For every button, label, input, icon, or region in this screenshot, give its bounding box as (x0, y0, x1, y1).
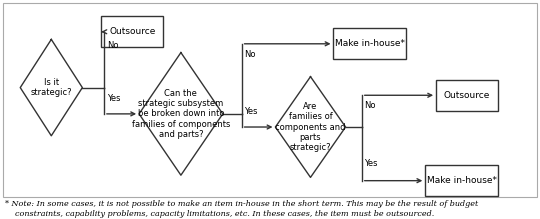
Polygon shape (21, 39, 82, 136)
FancyBboxPatch shape (436, 80, 498, 111)
Polygon shape (139, 53, 223, 175)
Text: Outsource: Outsource (444, 91, 490, 100)
Text: Outsource: Outsource (109, 27, 156, 36)
FancyBboxPatch shape (426, 165, 498, 196)
Text: Make in-house*: Make in-house* (335, 39, 405, 48)
FancyBboxPatch shape (334, 28, 407, 59)
Text: Make in-house*: Make in-house* (427, 176, 497, 185)
FancyBboxPatch shape (102, 16, 163, 47)
Text: Yes: Yes (244, 107, 258, 116)
Text: * Note: In some cases, it is not possible to make an item in-house in the short : * Note: In some cases, it is not possibl… (5, 200, 478, 208)
Text: Are
families of
components and
parts
strategic?: Are families of components and parts str… (275, 102, 346, 152)
Text: No: No (244, 50, 256, 59)
Text: Yes: Yes (364, 159, 378, 168)
Text: Can the
strategic subsystem
be broken down into
families of components
and parts: Can the strategic subsystem be broken do… (132, 88, 230, 139)
Text: Yes: Yes (107, 94, 120, 103)
Text: No: No (107, 41, 118, 49)
Polygon shape (275, 77, 346, 177)
Text: Is it
strategic?: Is it strategic? (30, 78, 72, 97)
Text: constraints, capability problems, capacity limitations, etc. In these cases, the: constraints, capability problems, capaci… (5, 210, 435, 218)
Text: No: No (364, 101, 376, 110)
